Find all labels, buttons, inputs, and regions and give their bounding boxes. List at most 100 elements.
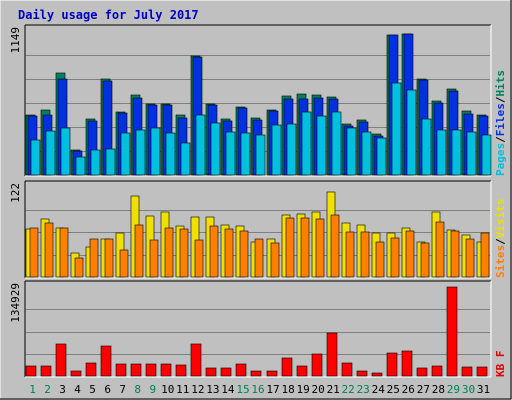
kbytes-bar-kb-f [386,352,398,377]
x-axis-day-label: 3 [59,383,66,396]
visits-sites-bar-sites [405,230,415,278]
kbytes-bar-kb-f [100,345,112,377]
hits-files-pages-legend-entry: / [494,136,507,143]
x-axis-day-label: 14 [221,383,235,396]
hits-files-pages-bar-pages [376,137,387,176]
hits-files-pages-bar-pages [30,139,41,176]
kbytes-bar-kb-f [461,366,473,377]
hits-files-pages-bar-pages [361,131,372,176]
kbytes-legend: KB F [494,351,507,378]
visits-sites-ymax-label: 122 [9,183,22,203]
visits-sites-bar-sites [254,238,264,278]
x-axis-day-label: 16 [251,383,264,396]
hits-files-pages-bar-pages [346,127,357,176]
kbytes-bar-kb-f [40,365,52,377]
x-axis-day-label: 20 [311,383,324,396]
visits-sites-bar-sites [119,249,129,278]
visits-sites-bar-sites [435,221,445,278]
x-axis-day-label: 21 [327,383,340,396]
visits-sites-bar-sites [375,241,385,278]
kbytes-legend-entry: KB F [494,351,507,378]
hits-files-pages-bar-pages [286,123,297,176]
x-axis-day-label: 18 [281,383,294,396]
kbytes-bar-kb-f [341,362,353,377]
visits-sites-bar-sites [179,228,189,278]
visits-sites-bar-sites [44,222,54,278]
hits-files-pages-bar-pages [180,142,191,176]
x-axis-day-label: 7 [119,383,126,396]
hits-files-pages-bar-pages [90,149,101,176]
kbytes-bar-kb-f [476,366,488,377]
x-axis-day-label: 9 [149,383,156,396]
hits-files-pages-bar-pages [60,127,71,176]
x-axis-day-label: 15 [236,383,249,396]
x-axis-day-label: 1 [29,383,36,396]
visits-sites-bar-sites [59,227,69,278]
visits-sites-bar-sites [104,238,114,278]
kbytes-bar-kb-f [371,372,383,377]
hits-files-pages-bar-pages [105,148,116,176]
kbytes-bar-kb-f [311,353,323,377]
hits-files-pages-bar-pages [45,130,56,176]
hits-files-pages-bar-pages [391,82,402,176]
visits-sites-bar-sites [285,217,295,278]
visits-sites-bar-sites [345,231,355,278]
visits-sites-legend: Sites/Visits [494,199,507,279]
hits-files-pages-bar-pages [451,129,462,176]
kbytes-panel: 134929 KB F [9,280,507,378]
visits-sites-bar-sites [149,239,159,278]
x-axis-day-label: 24 [372,383,386,396]
x-axis-day-label: 30 [462,383,475,396]
x-axis-day-label: 5 [89,383,96,396]
visits-sites-bar-sites [360,231,370,278]
hits-files-pages-bar-pages [406,89,417,176]
kbytes-ymax-label: 134929 [9,283,22,323]
kbytes-bar-kb-f [130,363,142,377]
x-axis-day-label: 6 [104,383,111,396]
x-axis-day-label: 4 [74,383,81,396]
kbytes-bar-kb-f [431,365,443,377]
visits-sites-bar-sites [270,242,280,278]
hits-files-pages-bar-pages [165,132,176,176]
visits-sites-bar-sites [239,230,249,278]
visits-sites-panel: 122 Sites/Visits [9,180,507,279]
x-axis-day-label: 31 [477,383,490,396]
kbytes-bar-kb-f [175,364,187,377]
hits-files-pages-bar-pages [210,122,221,176]
hits-files-pages-bar-pages [271,124,282,176]
visits-sites-bar-sites [164,227,174,278]
visits-sites-legend-entry: / [494,238,507,245]
hits-files-pages-bar-pages [481,134,492,176]
hits-files-pages-bar-pages [150,127,161,176]
visits-sites-bar-sites [194,239,204,278]
kbytes-bar-kb-f [356,370,368,377]
visits-sites-bar-sites [315,218,325,278]
kbytes-bar-kb-f [205,367,217,377]
hits-files-pages-bar-pages [240,132,251,176]
x-axis-day-label: 23 [357,383,370,396]
chart-title: Daily usage for July 2017 [18,8,199,22]
hits-files-pages-bar-pages [135,129,146,176]
kbytes-bar-kb-f [55,343,67,377]
kbytes-bar-kb-f [235,363,247,377]
kbytes-bar-kb-f [401,350,413,377]
kbytes-bar-kb-f [25,365,37,377]
visits-sites-bar-sites [89,238,99,278]
hits-files-pages-bar-pages [316,115,327,176]
visits-sites-bar-sites [450,230,460,278]
visits-sites-bar-sites [390,237,400,278]
visits-sites-legend-entry: Visits [494,199,507,239]
kbytes-bar-kb-f [145,363,157,377]
kbytes-bar-kb-f [115,363,127,377]
kbytes-bar-kb-f [281,357,293,377]
hits-files-pages-ymax-label: 1149 [9,27,22,54]
kbytes-bar-kb-f [85,362,97,377]
hits-files-pages-legend-entry: Files [494,103,507,136]
hits-files-pages-bar-pages [195,114,206,176]
x-axis-day-label: 25 [387,383,400,396]
x-axis-day-label: 2 [44,383,51,396]
hits-files-pages-legend-entry: Hits [494,70,507,97]
